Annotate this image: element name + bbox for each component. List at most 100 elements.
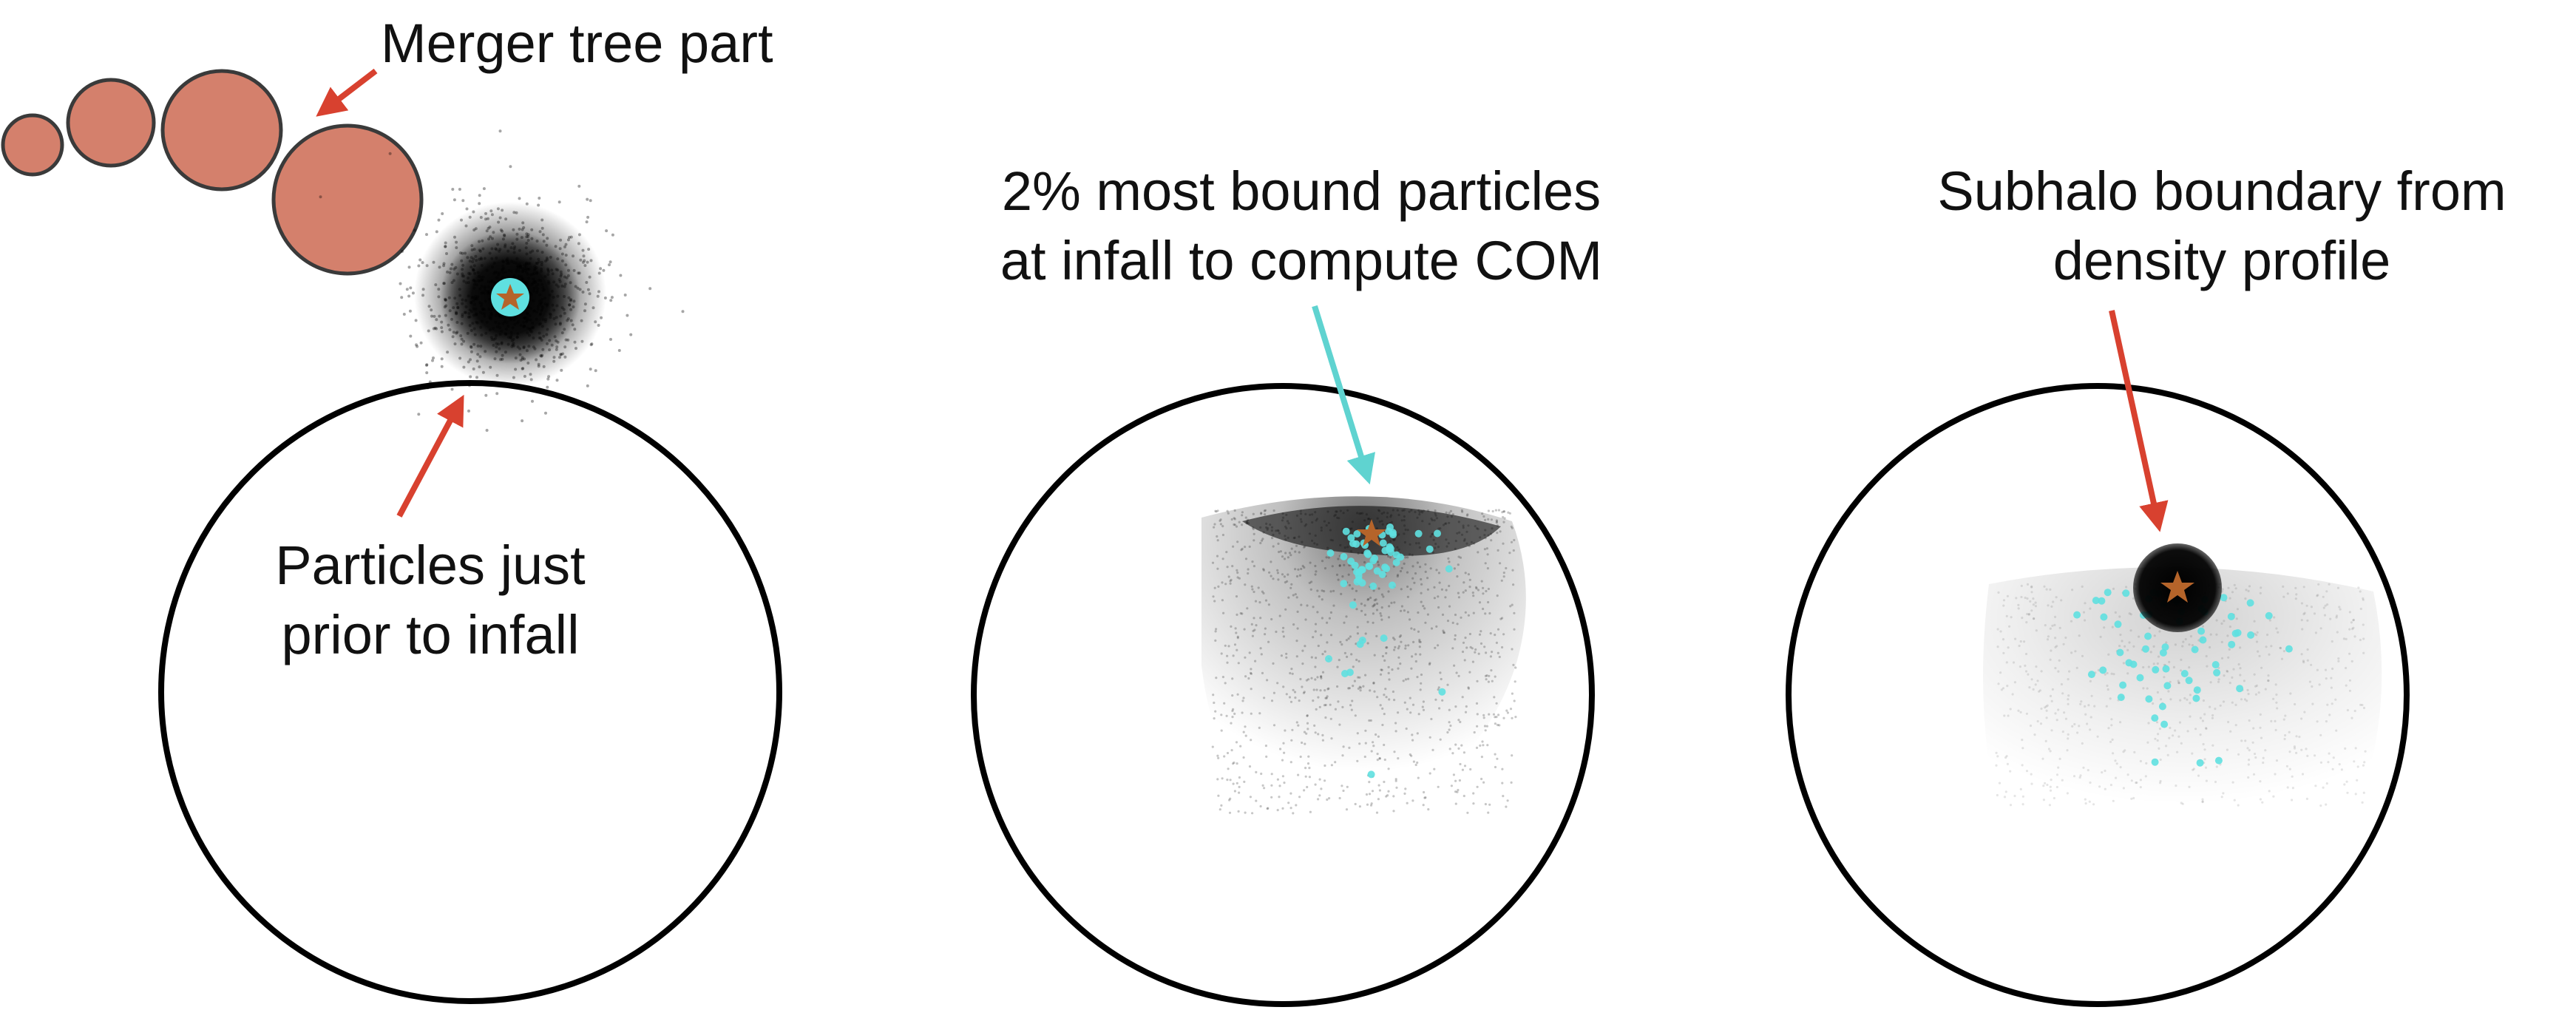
particle-dot xyxy=(1263,509,1266,512)
particle-dot xyxy=(1381,723,1384,727)
particle-dot xyxy=(455,331,458,335)
particle-dot xyxy=(2021,803,2024,806)
particle-dot xyxy=(1313,542,1316,545)
particle-dot xyxy=(2337,660,2340,662)
particle-dot xyxy=(2286,786,2289,789)
particle-dot xyxy=(1490,669,1493,672)
particle-dot xyxy=(2352,618,2356,622)
particle-dot xyxy=(2064,717,2067,720)
particle-dot xyxy=(1301,662,1304,665)
particle-dot xyxy=(540,260,543,264)
particle-dot xyxy=(2245,589,2248,592)
particle-dot xyxy=(2359,703,2362,706)
particle-dot xyxy=(515,232,519,236)
particle-dot xyxy=(1238,577,1241,580)
particle-dot xyxy=(1365,513,1368,516)
particle-dot xyxy=(2217,680,2220,683)
particle-dot xyxy=(2058,626,2061,629)
particle-dot xyxy=(1373,654,1376,657)
particle-dot xyxy=(2002,599,2006,602)
particle-dot xyxy=(1484,729,1487,732)
particle-dot xyxy=(1487,518,1490,521)
particle-dot xyxy=(1214,639,1217,643)
particle-dot xyxy=(1244,546,1247,549)
particle-dot xyxy=(486,291,489,295)
particle-dot xyxy=(1505,566,1508,570)
particle-dot xyxy=(2310,663,2313,666)
particle-dot xyxy=(1497,509,1500,512)
particle-dot xyxy=(1287,556,1289,559)
particle-dot xyxy=(1226,751,1230,755)
particle-dot xyxy=(521,267,524,271)
particle-dot xyxy=(629,333,633,336)
particle-dot xyxy=(1387,616,1391,619)
particle-dot xyxy=(2234,628,2242,637)
particle-dot xyxy=(521,221,525,225)
particle-dot xyxy=(581,260,585,264)
particle-dot xyxy=(1477,652,1480,655)
particle-dot xyxy=(2169,726,2172,730)
particle-dot xyxy=(523,267,526,271)
particle-dot xyxy=(1320,634,1323,637)
particle-dot xyxy=(499,358,503,362)
particle-dot xyxy=(1411,554,1414,557)
particle-dot xyxy=(2076,731,2079,734)
particle-dot xyxy=(1431,519,1434,522)
particle-dot xyxy=(1373,603,1376,606)
particle-dot xyxy=(2034,605,2037,608)
particle-dot xyxy=(1372,589,1375,592)
particle-dot xyxy=(473,333,477,336)
particle-dot xyxy=(2300,653,2303,656)
particle-dot xyxy=(1491,651,1494,654)
particle-dot xyxy=(581,291,585,294)
particle-dot xyxy=(1376,517,1379,520)
particle-dot xyxy=(2286,592,2289,595)
particle-dot xyxy=(2060,599,2063,602)
particle-dot xyxy=(1348,746,1351,750)
particle-dot xyxy=(1293,691,1297,694)
particle-dot xyxy=(2362,597,2365,600)
particle-dot xyxy=(1340,552,1348,560)
particle-dot xyxy=(1356,512,1359,515)
particle-dot xyxy=(1448,512,1451,515)
particle-dot xyxy=(541,233,545,237)
particle-dot xyxy=(1250,623,1253,626)
particle-dot xyxy=(2266,633,2269,637)
particle-dot xyxy=(1440,677,1443,681)
particle-dot xyxy=(2252,773,2256,776)
particle-dot xyxy=(1244,811,1247,814)
particle-dot xyxy=(1422,509,1426,512)
particle-dot xyxy=(498,216,502,220)
particle-dot xyxy=(2362,651,2365,654)
particle-dot xyxy=(1289,792,1292,795)
particle-dot xyxy=(1995,764,1998,767)
particle-dot xyxy=(585,220,589,224)
particle-dot xyxy=(464,281,468,285)
particle-dot xyxy=(1220,729,1223,732)
particle-dot xyxy=(1323,650,1326,653)
particle-dot xyxy=(2288,731,2291,733)
particle-dot xyxy=(2026,583,2030,586)
particle-dot xyxy=(1259,617,1262,620)
particle-dot xyxy=(2074,650,2077,653)
particle-dot xyxy=(555,283,558,287)
particle-dot xyxy=(544,411,547,415)
particle-dot xyxy=(1357,676,1360,679)
particle-dot xyxy=(552,356,556,359)
particle-dot xyxy=(556,268,560,272)
particle-dot xyxy=(1338,564,1341,567)
particle-dot xyxy=(1314,511,1317,514)
particle-dot xyxy=(484,285,487,288)
particle-dot xyxy=(2226,670,2229,673)
particle-dot xyxy=(2030,591,2033,594)
particle-dot xyxy=(1471,660,1474,663)
particle-dot xyxy=(515,265,519,268)
particle-dot xyxy=(2008,625,2011,628)
particle-dot xyxy=(442,264,446,268)
particle-dot xyxy=(2142,665,2145,669)
merger-node-3 xyxy=(160,69,283,192)
particle-dot xyxy=(1220,714,1223,716)
particle-dot xyxy=(1403,515,1406,518)
particle-dot xyxy=(506,260,509,263)
particle-dot xyxy=(1999,630,2002,633)
